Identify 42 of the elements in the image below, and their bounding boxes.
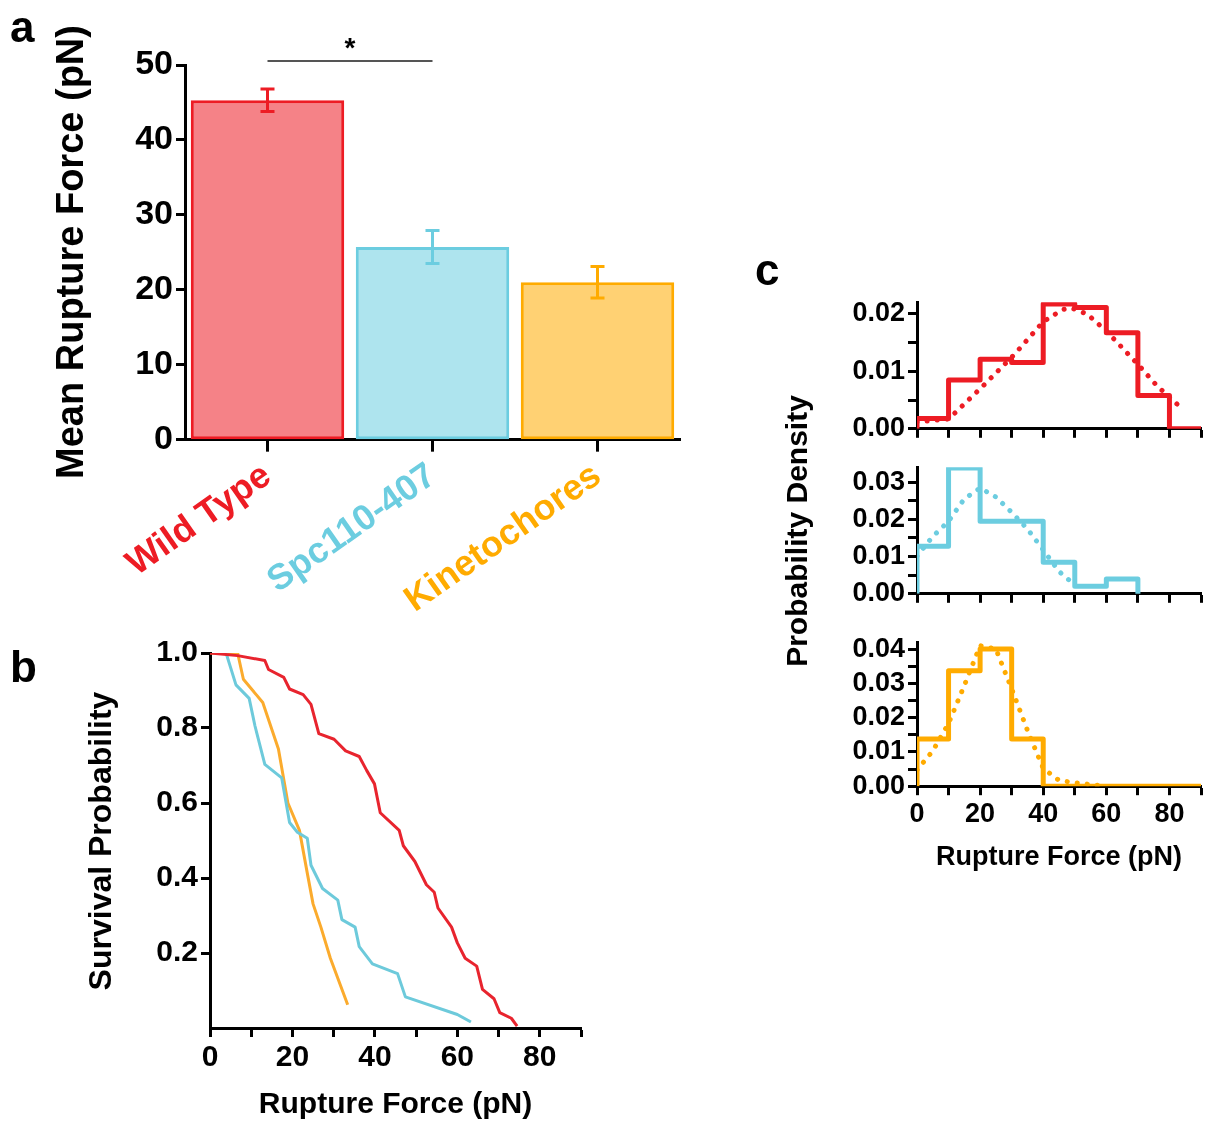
y-tick-label: 10 [135,343,173,382]
y-tick-label: 0.00 [852,769,905,800]
y-tick-label: 0.00 [852,577,905,608]
x-tick-label: 80 [1154,797,1185,828]
y-tick-label: 0 [154,418,173,457]
chart-title: b [10,642,37,691]
y-tick-label: 0.02 [852,502,905,533]
y-tick-label: 0.03 [852,666,905,697]
y-tick-label: 40 [135,118,173,157]
y-tick-label: 50 [135,43,173,82]
x-tick-label: 60 [1091,797,1122,828]
y-tick-label: 0.2 [156,934,198,968]
y-tick-label: 30 [135,193,173,232]
x-tick-label: 40 [358,1039,392,1073]
x-axis-title: Rupture Force (pN) [258,1086,533,1120]
y-tick-label: 0.01 [852,540,905,571]
x-tick-label: 20 [275,1039,310,1073]
y-tick-label: 0.01 [852,354,905,385]
y-axis-title: Probability Density [780,394,813,667]
x-tick-label: 20 [965,797,996,828]
y-tick-label: 0.8 [156,709,198,743]
x-tick-label: 0 [201,1039,219,1073]
x-tick-label: 0 [909,797,925,828]
x-tick-label: 40 [1028,797,1059,828]
y-tick-label: 0.03 [852,465,905,496]
x-tick-label: 60 [440,1039,475,1073]
y-tick-label: 0.4 [156,859,199,893]
y-tick-label: 1.0 [156,634,198,668]
chart-title: a [10,2,35,51]
y-tick-label: 0.6 [156,784,198,818]
y-tick-label: 0.04 [852,632,905,663]
chart-title: c [755,245,780,294]
y-axis-title: Survival Probability [82,691,118,990]
y-tick-label: 0.00 [852,412,905,443]
text: * [344,32,356,63]
y-tick-label: 0.01 [852,735,905,766]
y-axis-title: Mean Rupture Force (pN) [49,25,91,480]
y-tick-label: 20 [135,268,173,307]
x-tick-label: 80 [523,1039,557,1073]
y-tick-label: 0.02 [852,701,905,732]
x-axis-title: Rupture Force (pN) [936,841,1182,872]
y-tick-label: 0.02 [852,297,905,328]
